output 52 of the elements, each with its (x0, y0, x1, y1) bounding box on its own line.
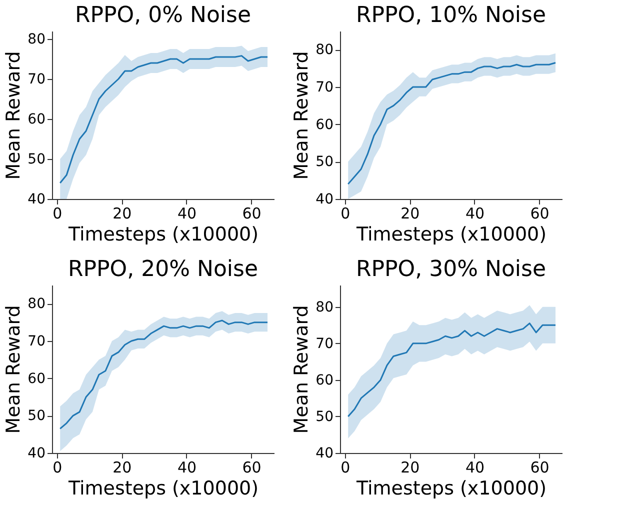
y-tick-label: 70 (316, 336, 334, 352)
y-tick-label: 40 (28, 446, 46, 462)
y-tick-label: 70 (316, 80, 334, 96)
x-tick-label: 0 (340, 204, 350, 222)
x-tick-label: 20 (400, 204, 420, 222)
y-tick-label: 70 (28, 334, 46, 350)
x-tick-label: 40 (177, 204, 197, 222)
y-tick-label: 40 (316, 446, 334, 462)
line-series (59, 55, 268, 184)
x-tick-label: 40 (177, 458, 197, 476)
x-tick-label: 60 (530, 458, 550, 476)
y-tick-label: 40 (316, 192, 334, 208)
line-series (59, 320, 268, 430)
y-axis-title: Mean Reward (2, 51, 25, 180)
x-axis-title: Timesteps (x10000) (67, 478, 259, 500)
y-tick-label: 70 (28, 72, 46, 88)
x-tick-label: 40 (465, 458, 485, 476)
x-axis-title: Timesteps (x10000) (355, 478, 547, 500)
y-tick-label: 60 (28, 112, 46, 128)
y-axis-title: Mean Reward (290, 51, 313, 180)
y-tick-label: 60 (28, 370, 46, 387)
y-tick-label: 80 (28, 32, 46, 48)
y-tick-label: 60 (316, 116, 334, 133)
x-tick-label: 20 (112, 204, 132, 222)
x-tick-label: 0 (52, 458, 62, 476)
y-tick-label: 80 (316, 299, 334, 316)
y-axis-title: Mean Reward (290, 305, 313, 434)
y-tick-label: 80 (28, 296, 46, 312)
chart-title: RPPO, 30% Noise (356, 257, 546, 282)
x-tick-label: 60 (242, 204, 262, 222)
y-tick-label: 50 (28, 408, 46, 424)
y-axis-title: Mean Reward (2, 305, 25, 434)
y-tick-label: 40 (28, 192, 46, 208)
x-tick-label: 20 (112, 458, 132, 476)
y-tick-label: 60 (316, 372, 334, 388)
x-tick-label: 60 (530, 204, 550, 222)
chart-title: RPPO, 0% Noise (74, 3, 252, 28)
chart-title: RPPO, 20% Noise (68, 257, 258, 282)
y-tick-label: 50 (316, 154, 334, 170)
y-tick-label: 80 (316, 42, 334, 58)
x-tick-label: 20 (400, 458, 420, 476)
x-axis-title: Timesteps (x10000) (355, 224, 547, 246)
x-tick-label: 60 (242, 458, 262, 476)
x-tick-label: 40 (465, 204, 485, 222)
chart-title: RPPO, 10% Noise (356, 3, 546, 28)
line-series (347, 322, 556, 418)
x-axis-title: Timesteps (x10000) (67, 224, 259, 246)
x-tick-label: 0 (340, 458, 350, 476)
y-tick-label: 50 (28, 152, 46, 168)
x-tick-label: 0 (52, 204, 62, 222)
line-series (347, 62, 556, 185)
y-tick-label: 50 (316, 408, 334, 425)
